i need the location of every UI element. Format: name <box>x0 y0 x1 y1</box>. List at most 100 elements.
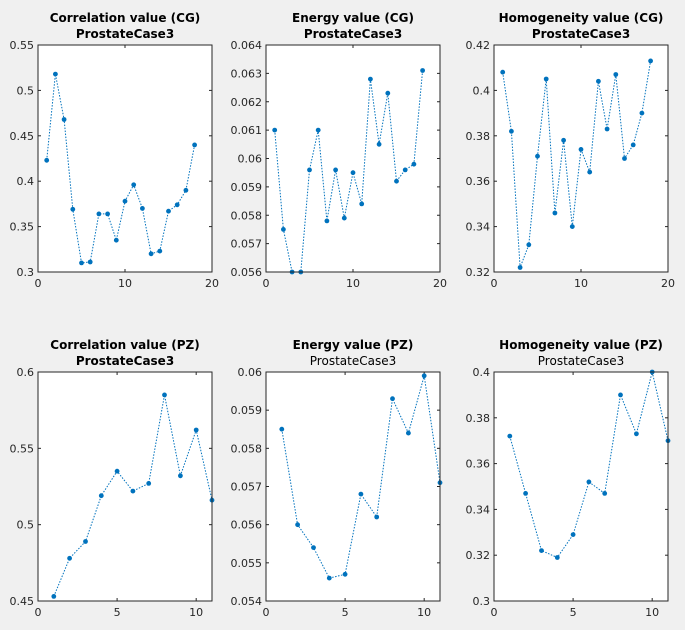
y-tick-label: 0.054 <box>231 595 263 608</box>
data-point <box>543 76 549 82</box>
chart-title: Correlation value (PZ) <box>50 338 199 352</box>
energy-cg-chart: 0.056 0.057 0.058 0.059 0.06 0.061 0.062 0.063 0… <box>231 11 448 290</box>
data-point <box>613 72 619 77</box>
data-point <box>500 69 506 75</box>
x-tick-label: 5 <box>114 606 121 619</box>
data-point <box>523 491 528 496</box>
chart-title: Energy value (CG) <box>292 11 414 25</box>
plot-area <box>266 372 440 601</box>
chart-title: Correlation value (CG) <box>50 11 201 25</box>
y-tick-label: 0.059 <box>231 181 263 194</box>
data-point <box>374 514 380 520</box>
y-tick-label: 0.34 <box>466 221 491 234</box>
data-point <box>183 187 189 193</box>
chart-title: Energy value (PZ) <box>293 338 414 352</box>
data-point <box>402 167 408 173</box>
data-point <box>113 237 119 243</box>
x-tick-label: 10 <box>118 277 132 290</box>
chart-title: Homogeneity value (CG) <box>499 11 664 25</box>
y-tick-label: 0.42 <box>466 39 491 52</box>
data-point <box>307 167 312 173</box>
chart-subtitle: ProstateCase3 <box>76 27 174 41</box>
data-point <box>421 373 427 379</box>
data-point <box>333 167 338 173</box>
data-point <box>341 215 347 221</box>
data-point <box>83 539 88 544</box>
chart-title: Homogeneity value (PZ) <box>499 338 663 352</box>
y-tick-label: 0.32 <box>466 266 491 279</box>
series-line <box>509 372 668 559</box>
x-tick-label: 0 <box>263 277 270 290</box>
data-point <box>376 141 382 147</box>
data-point <box>368 76 373 82</box>
y-tick-label: 0.057 <box>231 481 263 494</box>
data-point <box>586 479 592 485</box>
data-point <box>315 127 321 133</box>
y-tick-label: 0.38 <box>466 130 491 143</box>
data-point <box>526 242 532 248</box>
data-point <box>157 248 163 254</box>
y-tick-label: 0.4 <box>473 84 491 97</box>
data-point <box>509 128 514 134</box>
y-tick-label: 0.45 <box>10 595 35 608</box>
data-point <box>554 555 560 560</box>
data-point <box>411 161 417 167</box>
x-tick-label: 10 <box>645 606 659 619</box>
y-tick-label: 0.38 <box>466 412 491 425</box>
y-tick-label: 0.5 <box>17 519 35 532</box>
data-point <box>87 259 93 265</box>
data-point <box>67 555 72 561</box>
data-point <box>587 169 593 175</box>
data-point <box>311 545 316 550</box>
data-point <box>96 211 102 217</box>
x-tick-label: 10 <box>189 606 203 619</box>
correlation-cg-chart: 0.3 0.35 0.4 0.45 0.5 0.55 0 10 20 Correlation va… <box>10 11 220 290</box>
x-tick-label: 0 <box>491 277 498 290</box>
x-tick-label: 10 <box>417 606 431 619</box>
data-point <box>539 548 544 553</box>
data-point <box>279 426 285 432</box>
axes-box <box>265 44 441 273</box>
plot-area <box>38 372 212 601</box>
data-point <box>105 211 110 217</box>
data-point <box>358 491 364 497</box>
series-line <box>274 70 424 272</box>
axes-box <box>37 371 213 602</box>
homogeneity-pz-chart: 0.3 0.32 0.34 0.36 0.38 0.4 0 5 10 Homogeneity va… <box>466 338 671 619</box>
data-point <box>569 224 575 230</box>
y-tick-label: 0.55 <box>10 442 35 455</box>
y-tick-label: 0.35 <box>10 221 35 234</box>
data-point <box>79 260 84 266</box>
y-tick-label: 0.6 <box>17 366 35 379</box>
energy-pz-chart: 0.054 0.055 0.056 0.057 0.058 0.059 0.06 0 5 10 En… <box>231 338 443 619</box>
chart-subtitle: ProstateCase3 <box>310 354 396 368</box>
data-point <box>53 71 58 77</box>
y-tick-label: 0.063 <box>231 67 263 80</box>
y-tick-label: 0.056 <box>231 519 263 532</box>
y-tick-label: 0.059 <box>231 404 263 417</box>
y-tick-label: 0.55 <box>10 39 35 52</box>
data-point <box>98 493 104 499</box>
data-point <box>130 488 136 494</box>
data-point <box>578 147 584 152</box>
data-point <box>148 251 154 257</box>
data-point <box>350 170 356 176</box>
data-point <box>630 142 636 148</box>
data-point <box>295 522 300 528</box>
data-point <box>51 594 57 599</box>
data-point <box>281 227 286 232</box>
y-tick-label: 0.064 <box>231 39 263 52</box>
data-point <box>507 433 513 439</box>
chart-subtitle: ProstateCase3 <box>538 354 624 368</box>
data-point <box>618 392 623 398</box>
axes-box <box>493 371 669 602</box>
x-tick-label: 20 <box>433 277 447 290</box>
data-point <box>192 142 198 148</box>
data-point <box>324 218 330 224</box>
y-tick-label: 0.4 <box>473 366 491 379</box>
data-point <box>420 68 425 73</box>
data-point <box>178 473 183 479</box>
x-tick-label: 10 <box>574 277 588 290</box>
plot-area <box>494 45 668 272</box>
data-point <box>359 201 365 207</box>
